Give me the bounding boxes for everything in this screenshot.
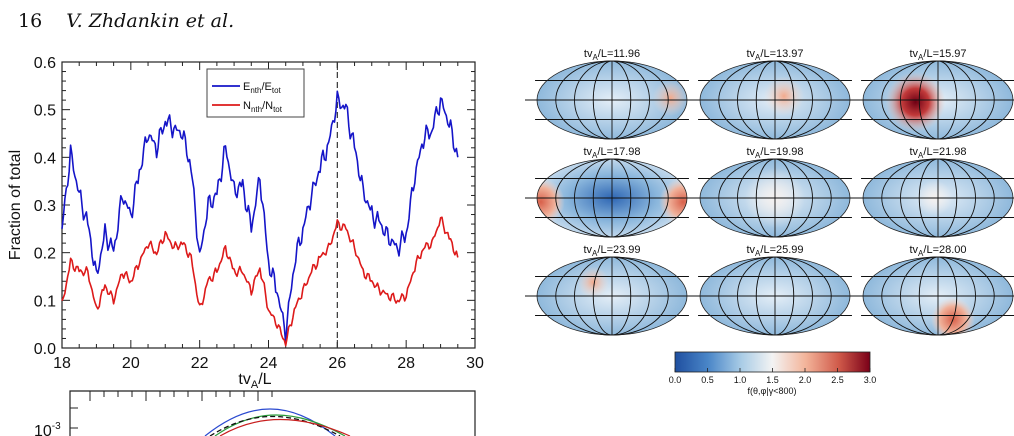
lower-curve-green: [214, 414, 346, 436]
map-outline: [536, 256, 688, 336]
map-panel: tvA/L=13.97: [688, 48, 862, 140]
map-outline: [536, 60, 688, 140]
map-title: tvA/L=21.98: [909, 146, 966, 160]
chart-legend: Enth/Etot Nnth/Ntot: [206, 68, 305, 118]
x-tick-label: 26: [328, 355, 346, 372]
map-outline: [536, 158, 688, 238]
map-title: tvA/L=23.99: [583, 244, 640, 258]
lower-panel-frame: [69, 390, 476, 436]
lower-panel-ticks: [70, 391, 273, 429]
map-hotspot: [764, 76, 804, 117]
x-tick-label: 22: [191, 355, 209, 372]
lower-curve-red: [219, 418, 351, 436]
map-panel: tvA/L=23.99: [525, 244, 699, 336]
colorbar-tick-label: 3.0: [864, 375, 877, 385]
colorbar-label: f(θ,φ|γ<800): [748, 386, 797, 396]
series-lines: [61, 90, 459, 347]
map-hotspot: [577, 266, 610, 299]
y-tick-label: 0.4: [34, 150, 56, 167]
map-outline: [699, 60, 851, 140]
map-title: tvA/L=11.96: [584, 48, 640, 62]
map-panel: tvA/L=15.97: [851, 48, 1014, 140]
series-line-0: [61, 90, 459, 345]
map-outline: [862, 256, 1014, 336]
y-tick-label: 0.3: [34, 198, 56, 215]
colorbar-tick-label: 2.5: [831, 375, 844, 385]
map-title: tvA/L=15.97: [909, 48, 966, 62]
series-line-1: [61, 216, 459, 347]
map-outline: [699, 256, 851, 336]
map-panel: tvA/L=17.98: [525, 146, 699, 238]
y-tick-label: 0.6: [34, 55, 56, 72]
colorbar-tick-label: 1.0: [734, 375, 747, 385]
page-header: 16 V. Zhdankin et al.: [18, 10, 234, 32]
colorbar-tick-label: 1.5: [766, 375, 779, 385]
y-tick-label: 0.5: [34, 103, 56, 120]
map-title: tvA/L=28.00: [909, 244, 966, 258]
map-outline: [862, 158, 1014, 238]
colorbar-tick-label: 2.0: [799, 375, 812, 385]
colorbar: 0.0 0.5 1.0 1.5 2.0 2.5 3.0 f(θ,φ|γ<800): [669, 351, 877, 396]
map-outline: [699, 158, 851, 238]
map-panel: tvA/L=25.99: [688, 244, 862, 336]
angular-distribution-maps: tvA/L=11.96 tvA/L=13.97 tvA/L=15.97 tvA/L=1…: [525, 48, 1014, 336]
x-tick-label: 20: [122, 355, 140, 372]
author-line: V. Zhdankin et al.: [66, 10, 235, 32]
legend-box: [206, 68, 305, 118]
colorbar-ticks: 0.0 0.5 1.0 1.5 2.0 2.5 3.0: [669, 368, 877, 385]
colorbar-tick-label: 0.0: [669, 375, 682, 385]
legend-label-number: Nnth/Ntot: [243, 100, 283, 114]
map-panel: tvA/L=11.96: [525, 48, 699, 140]
lower-spectrum-panel: 10-3: [34, 390, 476, 436]
map-title: tvA/L=25.99: [746, 244, 803, 258]
x-tick-labels: 18 20 22 24 26 28 30: [53, 355, 484, 372]
map-hotspot: [537, 177, 565, 226]
map-outline: [862, 60, 1014, 140]
x-tick-label: 28: [397, 355, 415, 372]
x-axis-label: tvA/L: [238, 371, 271, 391]
map-panel: tvA/L=28.00: [851, 244, 1014, 336]
legend-label-energy: Enth/Etot: [243, 81, 282, 95]
fraction-line-chart: 18 20 22 24 26 28 30 0.0 0.1 0.2 0.3 0.4 0.5 0.6 tvA…: [7, 55, 484, 391]
y-tick-label: 0.2: [34, 246, 56, 263]
map-title: tvA/L=19.98: [746, 146, 803, 160]
page-number: 16: [18, 10, 43, 32]
map-hotspot: [652, 80, 687, 117]
y-tick-labels: 0.0 0.1 0.2 0.3 0.4 0.5 0.6: [34, 55, 56, 358]
map-title: tvA/L=17.98: [583, 146, 640, 160]
x-tick-label: 30: [466, 355, 484, 372]
lower-y-tick: 10-3: [34, 421, 61, 436]
map-title: tvA/L=13.97: [746, 48, 803, 62]
map-hotspot: [659, 177, 687, 226]
x-tick-label: 24: [260, 355, 278, 372]
lower-curve-black: [209, 415, 341, 436]
map-panel: tvA/L=19.98: [688, 146, 862, 238]
y-tick-label: 0.0: [34, 341, 56, 358]
y-tick-label: 0.1: [34, 293, 56, 310]
map-hotspot: [885, 71, 946, 132]
colorbar-tick-label: 0.5: [701, 375, 714, 385]
y-axis-label: Fraction of total: [7, 150, 24, 260]
map-panel: tvA/L=21.98: [851, 146, 1014, 238]
x-tick-label: 18: [53, 355, 71, 372]
